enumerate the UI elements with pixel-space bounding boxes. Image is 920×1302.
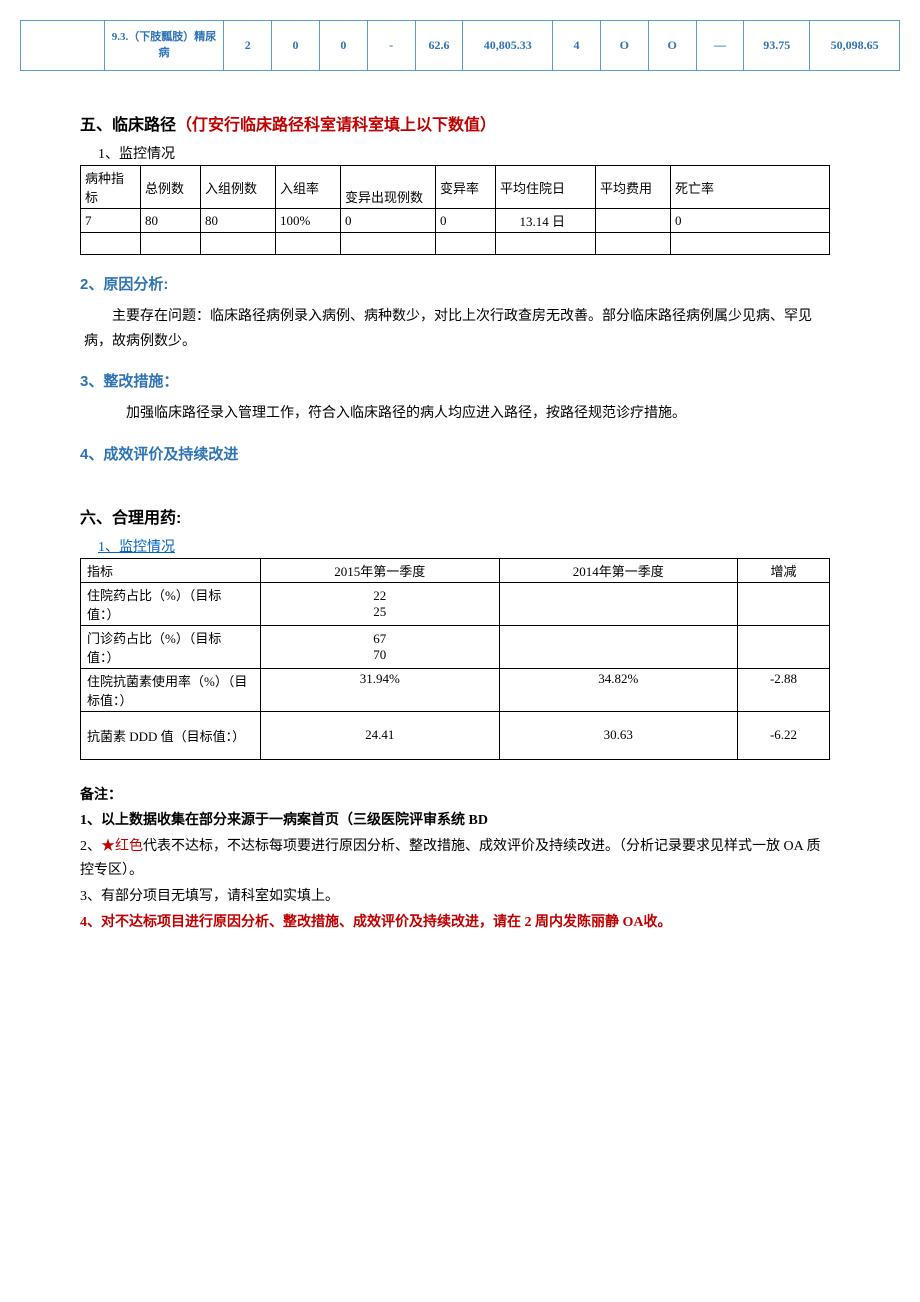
top-cell-7: O: [600, 21, 648, 71]
top-cell-2: 0: [319, 21, 367, 71]
t2-r6: 13.14 日: [496, 209, 596, 233]
t2-h7: 平均费用: [596, 166, 671, 209]
t3-r1-c2: [499, 625, 738, 668]
notes-1: 1、以上数据收集在部分来源于一病案首页（三级医院评审系统 BD: [80, 809, 830, 833]
t3-r1-c3: [738, 625, 830, 668]
notes-title: 备注：: [80, 784, 830, 808]
t2-h0: 病种指标: [81, 166, 141, 209]
section-5-red: （仃安行临床路径科室请科室填上以下数值）: [176, 117, 496, 134]
t2-r2: 80: [201, 209, 276, 233]
t3-h1: 2015年第一季度: [261, 558, 500, 582]
notes-4: 4、对不达标项目进行原因分析、整改措施、成效评价及持续改进，请在 2 周内发陈丽…: [80, 911, 830, 935]
top-cell-0: 2: [224, 21, 272, 71]
t3-r1-label: 门诊药占比（%）（目标值：）: [81, 625, 261, 668]
t2-h1: 总例数: [141, 166, 201, 209]
section-6-sub1: 1、监控情况: [98, 536, 830, 556]
top-empty-cell: [21, 21, 105, 71]
t2-r8: 0: [671, 209, 830, 233]
t3-h0: 指标: [81, 558, 261, 582]
t2-h2: 入组例数: [201, 166, 276, 209]
t3-r2-c1: 31.94%: [261, 668, 500, 711]
section-blue-3-text: 加强临床路径录入管理工作，符合入临床路径的病人均应进入路径，按路径规范诊疗措施。: [98, 401, 830, 426]
main-content: 五、临床路径（仃安行临床路径科室请科室填上以下数值） 1、监控情况 病种指标 总…: [20, 111, 900, 934]
t2-h3: 入组率: [276, 166, 341, 209]
t2-r0: 7: [81, 209, 141, 233]
t3-r3-c1: 24.41: [261, 711, 500, 759]
top-cell-10: 93.75: [744, 21, 810, 71]
section-5-sub1: 1、监控情况: [98, 143, 830, 163]
t3-r1-c1: 6770: [261, 625, 500, 668]
top-desc-cell: 9.3.（下肢瓢肢）精尿病: [104, 21, 224, 71]
clinical-path-table: 病种指标 总例数 入组例数 入组率 变异出现例数 变异率 平均住院日 平均费用 …: [80, 165, 830, 255]
section-blue-2-text: 主要存在问题：临床路径病例录入病例、病种数少，对比上次行政查房无改善。部分临床路…: [84, 304, 830, 354]
t2-r3: 100%: [276, 209, 341, 233]
section-blue-3-title: 3、整改措施：: [80, 370, 830, 391]
t2-h4: 变异出现例数: [341, 166, 436, 209]
top-cell-6: 4: [553, 21, 601, 71]
t2-h5: 变异率: [436, 166, 496, 209]
t2-h8: 死亡率: [671, 166, 830, 209]
top-data-table: 9.3.（下肢瓢肢）精尿病 2 0 0 - 62.6 40,805.33 4 O…: [20, 20, 900, 71]
top-cell-1: 0: [272, 21, 320, 71]
t2-r5: 0: [436, 209, 496, 233]
section-blue-2-title: 2、原因分析:: [80, 273, 830, 294]
t3-r0-c2: [499, 582, 738, 625]
t3-r0-c3: [738, 582, 830, 625]
top-cell-8: O: [648, 21, 696, 71]
medication-table: 指标 2015年第一季度 2014年第一季度 增减 住院药占比（%）（目标值：）…: [80, 558, 830, 760]
notes-section: 备注： 1、以上数据收集在部分来源于一病案首页（三级医院评审系统 BD 2、★红…: [80, 784, 830, 935]
t3-r0-label: 住院药占比（%）（目标值：）: [81, 582, 261, 625]
t3-r2-label: 住院抗菌素使用率（%）（目标值：）: [81, 668, 261, 711]
t2-h6: 平均住院日: [496, 166, 596, 209]
t3-r2-c3: -2.88: [738, 668, 830, 711]
notes-2: 2、★红色代表不达标，不达标每项要进行原因分析、整改措施、成效评价及持续改进。（…: [80, 835, 830, 883]
section-5-heading: 五、临床路径（仃安行临床路径科室请科室填上以下数值）: [80, 111, 830, 135]
t2-r4: 0: [341, 209, 436, 233]
t2-r1: 80: [141, 209, 201, 233]
t3-r0-c1: 2225: [261, 582, 500, 625]
t2-r7: [596, 209, 671, 233]
t3-r2-c2: 34.82%: [499, 668, 738, 711]
top-cell-4: 62.6: [415, 21, 463, 71]
top-cell-5: 40,805.33: [463, 21, 553, 71]
top-cell-11: 50,098.65: [810, 21, 900, 71]
t3-r3-label: 抗菌素 DDD 值（目标值：）: [81, 711, 261, 759]
t2-empty: [81, 233, 141, 255]
top-cell-9: —: [696, 21, 744, 71]
t3-r3-c2: 30.63: [499, 711, 738, 759]
t3-h3: 增减: [738, 558, 830, 582]
notes-3: 3、有部分项目无填写，请科室如实填上。: [80, 885, 830, 909]
section-6-heading: 六、合理用药:: [80, 504, 830, 528]
t3-r3-c3: -6.22: [738, 711, 830, 759]
section-blue-4-title: 4、成效评价及持续改进: [80, 443, 830, 464]
t3-h2: 2014年第一季度: [499, 558, 738, 582]
section-5-prefix: 五、临床路径: [80, 117, 176, 134]
top-cell-3: -: [367, 21, 415, 71]
